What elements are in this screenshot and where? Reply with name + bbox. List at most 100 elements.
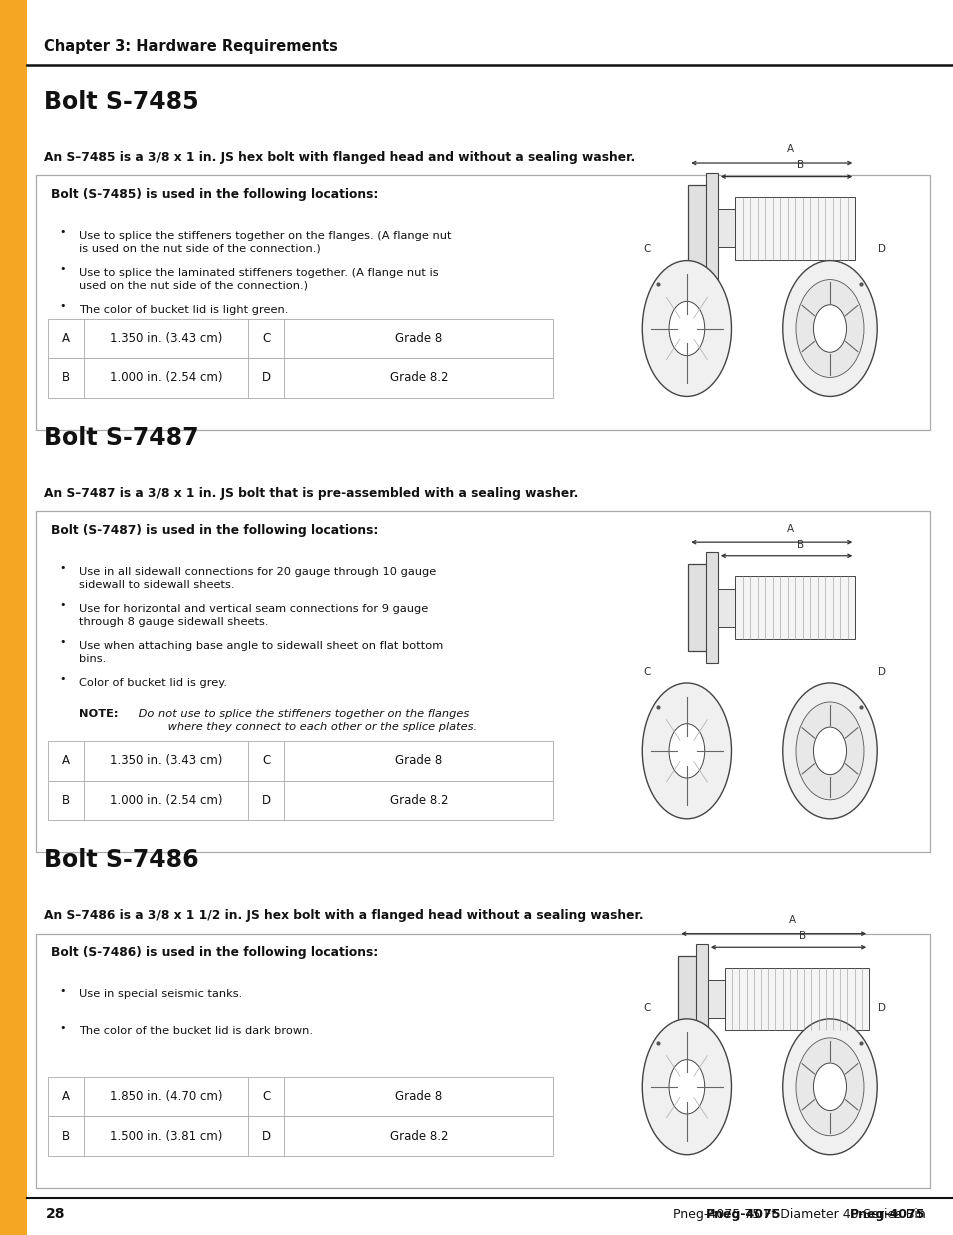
Text: An S–7487 is a 3/8 x 1 in. JS bolt that is pre-assembled with a sealing washer.: An S–7487 is a 3/8 x 1 in. JS bolt that … [44,487,578,500]
Bar [735,577,854,638]
Bar [36,511,929,852]
Text: Bolt S-7486: Bolt S-7486 [44,848,198,872]
Bar [48,741,553,781]
Text: Bolt (S-7487) is used in the following locations:: Bolt (S-7487) is used in the following l… [51,524,377,537]
Ellipse shape [641,683,731,819]
Bar [718,210,735,247]
Ellipse shape [781,1019,877,1155]
Text: A: A [788,915,796,925]
Text: •: • [60,264,66,274]
Text: A: A [62,332,70,345]
Ellipse shape [795,701,863,800]
Text: Pneg-4075: Pneg-4075 [849,1208,924,1220]
Bar [707,981,724,1018]
Text: Color of bucket lid is grey.: Color of bucket lid is grey. [79,678,227,688]
Text: D: D [261,1130,271,1142]
Bar [687,185,711,272]
Text: B: B [799,931,805,941]
Text: •: • [60,986,66,995]
Text: Use to splice the laminated stiffeners together. (A flange nut is
used on the nu: Use to splice the laminated stiffeners t… [79,268,438,290]
Bar [48,1077,553,1116]
Bar [0,0,27,1235]
Text: A: A [786,144,794,154]
Text: B: B [62,794,70,806]
Text: Grade 8.2: Grade 8.2 [389,794,448,806]
Ellipse shape [668,1060,704,1114]
Ellipse shape [641,261,731,396]
Text: Bolt S-7487: Bolt S-7487 [44,426,198,450]
Bar [705,173,718,284]
Bar [724,968,868,1030]
Text: Grade 8: Grade 8 [395,755,442,767]
Bar [36,934,929,1188]
Text: B: B [797,540,803,550]
Text: B: B [62,1130,70,1142]
Text: Use for horizontal and vertical seam connections for 9 gauge
through 8 gauge sid: Use for horizontal and vertical seam con… [79,604,428,626]
Text: An S–7486 is a 3/8 x 1 1/2 in. JS hex bolt with a flanged head without a sealing: An S–7486 is a 3/8 x 1 1/2 in. JS hex bo… [44,909,643,923]
Ellipse shape [641,1019,731,1155]
Text: •: • [60,563,66,573]
Text: Do not use to splice the stiffeners together on the flanges
         where they : Do not use to splice the stiffeners toge… [134,709,476,731]
Text: •: • [60,227,66,237]
Bar [696,944,707,1055]
Ellipse shape [813,1063,845,1110]
Text: Use to splice the stiffeners together on the flanges. (A flange nut
is used on t: Use to splice the stiffeners together on… [79,231,451,253]
Bar [36,175,929,430]
Text: Grade 8.2: Grade 8.2 [389,1130,448,1142]
Bar [678,956,701,1042]
Text: •: • [60,301,66,311]
Text: A: A [786,524,794,534]
Text: D: D [877,667,885,677]
Text: 1.500 in. (3.81 cm): 1.500 in. (3.81 cm) [110,1130,222,1142]
Text: 28: 28 [46,1207,65,1221]
Ellipse shape [781,261,877,396]
Text: Bolt S-7485: Bolt S-7485 [44,90,198,114]
Text: Grade 8.2: Grade 8.2 [389,372,448,384]
Text: A: A [62,755,70,767]
Text: Use when attaching base angle to sidewall sheet on flat bottom
bins.: Use when attaching base angle to sidewal… [79,641,443,663]
Text: Grade 8: Grade 8 [395,1091,442,1103]
Text: B: B [797,161,803,170]
Text: Bolt (S-7485) is used in the following locations:: Bolt (S-7485) is used in the following l… [51,188,377,201]
Text: The color of the bucket lid is dark brown.: The color of the bucket lid is dark brow… [79,1026,313,1036]
Text: C: C [642,245,650,254]
Text: C: C [262,755,270,767]
Text: Bolt (S-7486) is used in the following locations:: Bolt (S-7486) is used in the following l… [51,946,377,960]
Text: •: • [60,1023,66,1032]
Ellipse shape [668,724,704,778]
Bar [48,1116,553,1156]
Bar [48,781,553,820]
Text: 1.000 in. (2.54 cm): 1.000 in. (2.54 cm) [110,372,222,384]
Text: A: A [62,1091,70,1103]
Text: Pneg-4075: Pneg-4075 [705,1208,781,1220]
Text: Pneg-4075 75 Ft Diameter 40-Series Bin: Pneg-4075 75 Ft Diameter 40-Series Bin [672,1208,924,1220]
Text: Use in all sidewall connections for 20 gauge through 10 gauge
sidewall to sidewa: Use in all sidewall connections for 20 g… [79,567,436,589]
Bar [48,358,553,398]
Text: 1.850 in. (4.70 cm): 1.850 in. (4.70 cm) [110,1091,222,1103]
Text: C: C [642,1003,650,1013]
Text: D: D [261,372,271,384]
Bar [48,319,553,358]
Text: D: D [261,794,271,806]
Text: C: C [262,1091,270,1103]
Text: 1.000 in. (2.54 cm): 1.000 in. (2.54 cm) [110,794,222,806]
Text: The color of bucket lid is light green.: The color of bucket lid is light green. [79,305,288,315]
Text: B: B [62,372,70,384]
Text: An S–7485 is a 3/8 x 1 in. JS hex bolt with flanged head and without a sealing w: An S–7485 is a 3/8 x 1 in. JS hex bolt w… [44,151,635,164]
Bar [687,564,711,651]
Ellipse shape [813,727,845,774]
Text: D: D [877,245,885,254]
Text: •: • [60,600,66,610]
Text: 1.350 in. (3.43 cm): 1.350 in. (3.43 cm) [110,755,222,767]
Text: •: • [60,674,66,684]
Text: 1.350 in. (3.43 cm): 1.350 in. (3.43 cm) [110,332,222,345]
Text: C: C [262,332,270,345]
Text: Chapter 3: Hardware Requirements: Chapter 3: Hardware Requirements [44,40,337,54]
Text: Grade 8: Grade 8 [395,332,442,345]
Text: C: C [642,667,650,677]
Text: D: D [877,1003,885,1013]
Bar [735,198,854,259]
Text: NOTE:: NOTE: [79,709,118,719]
Text: •: • [60,637,66,647]
Ellipse shape [795,1037,863,1136]
